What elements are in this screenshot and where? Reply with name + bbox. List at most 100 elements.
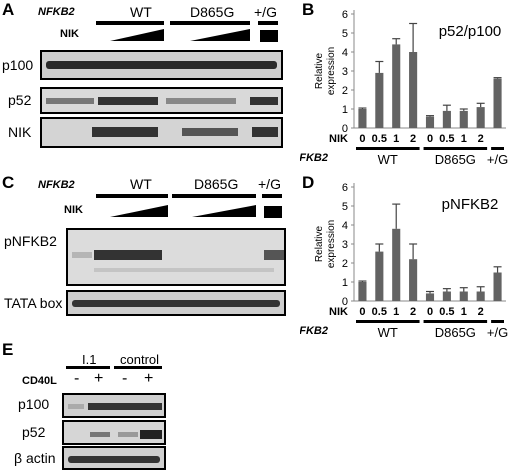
- chart-d-bar-6: [459, 291, 468, 301]
- chart-d-ylabel: Relativeexpression: [314, 220, 337, 268]
- chart-d-xtick-label-2: 1: [393, 306, 399, 318]
- chart-b-nfkb2-row-label: NFKB2: [300, 152, 328, 164]
- panel-label-a: A: [2, 0, 15, 19]
- chart-b-ytick-label-6: 6: [342, 9, 348, 21]
- chart-d-nfkb2-row-label: NFKB2: [300, 325, 328, 337]
- group-bar-het-c: [262, 194, 282, 198]
- chart-d-group-bar-2: [491, 320, 504, 323]
- chart-b-bar-5: [442, 110, 451, 128]
- group-bar-d865g-a: [170, 21, 250, 25]
- chart-b-ytick-label-1: 1: [342, 104, 348, 116]
- chart-d-group-label-0: WT: [378, 325, 398, 340]
- chart-d-ytick-label-0: 0: [342, 296, 348, 308]
- chart-b-nik-row-label: NIK: [329, 133, 348, 145]
- chart-b-ylabel: Relativeexpression: [314, 47, 337, 95]
- blot-pnfkb2-c: [66, 228, 286, 286]
- chart-d-group-label-2: +/G: [487, 325, 508, 340]
- group-wt-a: WT: [130, 4, 152, 20]
- nik-bar-het-c: [264, 206, 282, 218]
- lane-sign-4-e: +: [144, 370, 154, 387]
- group-control-e: control: [120, 352, 160, 367]
- chart-d-bar-0: [358, 282, 367, 301]
- chart-b-bar-8: [493, 78, 502, 128]
- chart-d-bar-7: [476, 291, 485, 301]
- nik-bar-het-a: [260, 30, 278, 42]
- chart-b-bar-3: [409, 52, 418, 128]
- chart-b-ytick-label-2: 2: [342, 85, 348, 97]
- chart-d-xtick-label-4: 0: [427, 306, 433, 318]
- group-bar-wt-c: [96, 194, 168, 198]
- chart-d-xtick-label-5: 0.5: [439, 306, 454, 318]
- nik-gradient-wt-a: [110, 29, 164, 41]
- chart-b-bar-2: [392, 44, 401, 128]
- chart-b-group-bar-2: [491, 147, 504, 150]
- chart-d-bar-3: [409, 259, 418, 301]
- chart-b-group-bar-0: [356, 147, 420, 150]
- nfkb2-header-c: NFKB2: [38, 179, 75, 191]
- nik-label-c: NIK: [64, 204, 83, 216]
- panel-label-b: B: [302, 0, 315, 19]
- row-label-tata-c: TATA box: [4, 295, 63, 311]
- chart-d-ytick-label-1: 1: [342, 277, 348, 289]
- lane-sign-3-e: -: [122, 370, 128, 387]
- panel-label-e: E: [2, 340, 14, 359]
- group-bar-i1-e: [66, 366, 110, 369]
- chart-b-ytick-label-5: 5: [342, 28, 348, 40]
- blot-p100-a: [40, 50, 283, 80]
- row-label-p100-a: p100: [2, 57, 34, 73]
- row-label-pnfkb2-c: pNFKB2: [4, 233, 57, 249]
- chart-b-xtick-label-3: 2: [410, 133, 416, 145]
- chart-b-bar-1: [375, 72, 384, 128]
- chart-b-ytick-label-0: 0: [342, 123, 348, 135]
- nik-label-a: NIK: [60, 28, 79, 40]
- chart-d-xtick-label-1: 0.5: [372, 306, 387, 318]
- panel-label-d: D: [302, 173, 315, 192]
- lane-sign-2-e: +: [94, 370, 104, 387]
- blot-p52-e: [62, 420, 166, 445]
- group-d865g-a: D865G: [190, 4, 235, 20]
- row-label-nik-a: NIK: [8, 124, 32, 140]
- nik-gradient-d865g-c: [192, 205, 256, 217]
- chart-d-xtick-label-0: 0: [359, 306, 365, 318]
- cd40l-label-e: CD40L: [22, 375, 57, 387]
- row-label-p52-e: p52: [22, 424, 46, 440]
- blot-actin-e: [62, 446, 166, 470]
- group-i1-e: I.1: [82, 352, 97, 367]
- nfkb2-header-a: NFKB2: [38, 6, 75, 18]
- panel-label-c: C: [2, 173, 15, 192]
- group-bar-wt-a: [96, 21, 164, 25]
- chart-d-group-bar-0: [356, 320, 420, 323]
- chart-b-group-bar-1: [423, 147, 488, 150]
- chart-d-group-bar-1: [423, 320, 488, 323]
- chart-b-xtick-label-5: 0.5: [439, 133, 454, 145]
- chart-d-xtick-label-7: 2: [478, 306, 484, 318]
- group-bar-het-a: [258, 21, 278, 25]
- group-bar-d865g-c: [172, 194, 256, 198]
- chart-b-group-label-0: WT: [378, 152, 398, 167]
- group-het-a: +/G: [254, 4, 277, 20]
- group-bar-control-e: [114, 366, 162, 369]
- chart-d-group-label-1: D865G: [435, 325, 476, 340]
- chart-d-bar-2: [392, 228, 401, 301]
- row-label-actin-e: β actin: [14, 450, 56, 466]
- chart-d-bar-8: [493, 272, 502, 301]
- chart-b-title: p52/p100: [439, 23, 502, 40]
- chart-b-xtick-label-6: 1: [461, 133, 467, 145]
- chart-d-ytick-label-6: 6: [342, 182, 348, 194]
- chart-d-bar-1: [375, 251, 384, 301]
- group-het-c: +/G: [258, 176, 281, 192]
- blot-tata-c: [66, 290, 286, 316]
- group-wt-c: WT: [130, 176, 152, 192]
- chart-d-ytick-label-4: 4: [342, 220, 348, 232]
- chart-b-xtick-label-1: 0.5: [372, 133, 387, 145]
- group-d865g-c: D865G: [194, 176, 239, 192]
- chart-b-bar-6: [459, 110, 468, 128]
- blot-nik-a: [40, 117, 283, 148]
- blot-p52-a: [40, 87, 283, 114]
- nik-gradient-d865g-a: [190, 29, 250, 41]
- chart-b-xtick-label-0: 0: [359, 133, 365, 145]
- chart-b-bar-7: [476, 107, 485, 128]
- chart-b-xtick-label-2: 1: [393, 133, 399, 145]
- blot-p100-e: [62, 393, 166, 418]
